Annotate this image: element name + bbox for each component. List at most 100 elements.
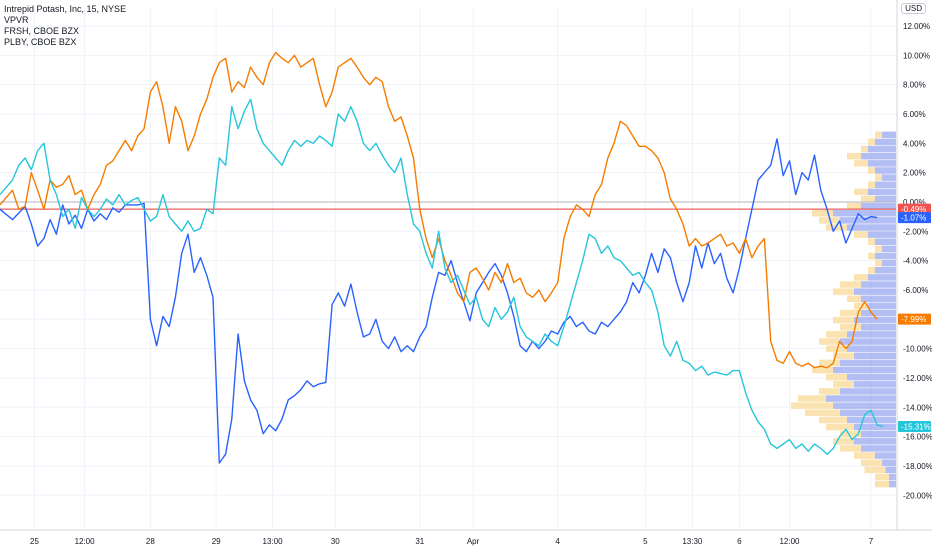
series-line-plby xyxy=(0,98,884,455)
vp-bar-up xyxy=(882,131,896,139)
x-tick-label: 7 xyxy=(869,537,874,546)
vp-bar-down xyxy=(833,438,854,445)
vp-bar-up xyxy=(875,167,896,174)
vp-bar-up xyxy=(882,174,896,181)
vp-bar-down xyxy=(819,359,840,367)
vp-bar-down xyxy=(798,395,826,402)
vp-bar-down xyxy=(854,274,868,281)
y-tick-label: 10.00% xyxy=(903,51,930,60)
vp-bar-up xyxy=(847,373,896,381)
vp-bar-down xyxy=(868,238,875,246)
currency-button[interactable]: USD xyxy=(901,3,926,14)
vp-bar-down xyxy=(840,430,861,438)
vp-bar-down xyxy=(826,345,847,352)
vp-bar-down xyxy=(826,224,847,231)
vp-bar-up xyxy=(882,259,896,267)
vp-bar-up xyxy=(861,152,896,160)
vp-bar-down xyxy=(826,373,847,381)
y-tick-label: 4.00% xyxy=(903,139,926,148)
x-tick-label: 31 xyxy=(415,537,424,546)
vp-bar-up xyxy=(875,181,896,189)
vp-bar-up xyxy=(847,224,896,231)
vp-bar-down xyxy=(854,302,868,310)
y-tick-label: -12.00% xyxy=(903,374,932,383)
vp-bar-down xyxy=(847,152,861,160)
vp-bar-up xyxy=(840,388,896,395)
series-lines xyxy=(0,51,884,464)
x-tick-label: 25 xyxy=(30,537,39,546)
x-tick-label: 5 xyxy=(643,537,648,546)
price-tag-label: -0.49% xyxy=(901,205,926,214)
vp-bar-down xyxy=(840,324,861,331)
vp-bar-down xyxy=(826,331,847,338)
vp-bar-up xyxy=(854,381,896,388)
vp-bar-down xyxy=(819,416,847,424)
vp-bar-up xyxy=(875,252,896,260)
y-tick-label: -10.00% xyxy=(903,345,932,354)
legend-compare-plby[interactable]: PLBY, CBOE BZX xyxy=(4,37,77,47)
x-tick-label: 13:30 xyxy=(682,537,703,546)
y-tick-label: -4.00% xyxy=(903,257,928,266)
y-tick-label: -2.00% xyxy=(903,227,928,236)
vp-bar-up xyxy=(882,459,896,466)
vp-bar-up xyxy=(840,338,896,345)
vp-bar-up xyxy=(861,295,896,303)
vp-bar-down xyxy=(868,267,875,274)
x-tick-label: 29 xyxy=(212,537,221,546)
vp-bar-up xyxy=(875,138,896,146)
y-tick-label: -16.00% xyxy=(903,433,932,442)
vp-bar-up xyxy=(840,359,896,367)
volume-profile xyxy=(791,131,896,488)
y-tick-label: -20.00% xyxy=(903,491,932,500)
vp-bar-up xyxy=(854,423,896,431)
vp-bar-up xyxy=(875,195,896,203)
vp-bar-up xyxy=(882,245,896,253)
price-tag-frsh: -7.99% xyxy=(898,313,931,325)
vp-bar-down xyxy=(840,281,861,288)
vp-bar-down xyxy=(875,473,889,481)
vp-bar-down xyxy=(854,452,875,459)
y-tick-label: 2.00% xyxy=(903,169,926,178)
x-tick-label: 12:00 xyxy=(779,537,800,546)
vp-bar-up xyxy=(868,274,896,281)
price-tag-ipi_ref: -0.49% xyxy=(898,203,931,215)
legend-compare-frsh[interactable]: FRSH, CBOE BZX xyxy=(4,26,80,36)
price-tags: -0.49%-1.07% -7.99% -15.31% xyxy=(898,203,931,433)
vp-bar-down xyxy=(861,195,875,203)
price-tag-bg xyxy=(898,203,931,215)
vp-bar-up xyxy=(861,324,896,331)
vp-bar-up xyxy=(875,452,896,459)
vp-bar-down xyxy=(875,245,882,253)
vp-bar-down xyxy=(854,188,868,196)
vp-bar-down xyxy=(840,309,861,317)
vp-bar-down xyxy=(812,366,833,374)
vp-bar-down xyxy=(854,231,868,238)
vp-bar-down xyxy=(864,466,886,474)
series-line-frsh xyxy=(0,51,878,369)
legend-main-symbol[interactable]: Intrepid Potash, Inc, 15, NYSE xyxy=(4,4,127,14)
vp-bar-up xyxy=(847,345,896,352)
vp-bar-up xyxy=(854,316,896,324)
vp-bar-down xyxy=(875,174,882,181)
vp-bar-up xyxy=(847,331,896,338)
vp-bar-up xyxy=(875,267,896,274)
legend-indicator-vpvr[interactable]: VPVR xyxy=(4,15,29,25)
vp-bar-up xyxy=(885,466,896,474)
y-tick-label: 6.00% xyxy=(903,110,926,119)
price-tag-bg xyxy=(898,313,931,325)
vp-bar-up xyxy=(889,473,896,481)
vp-bar-up xyxy=(861,430,896,438)
vp-bar-down xyxy=(875,480,889,488)
vp-bar-down xyxy=(868,167,875,174)
vp-bar-down xyxy=(833,381,854,388)
vp-bar-down xyxy=(812,209,833,217)
vp-bar-down xyxy=(875,259,882,267)
vp-bar-down xyxy=(854,160,868,167)
x-tick-label: 12:00 xyxy=(75,537,96,546)
x-tick-label: 30 xyxy=(331,537,340,546)
vp-bar-up xyxy=(833,209,896,217)
vp-bar-down xyxy=(791,402,833,409)
